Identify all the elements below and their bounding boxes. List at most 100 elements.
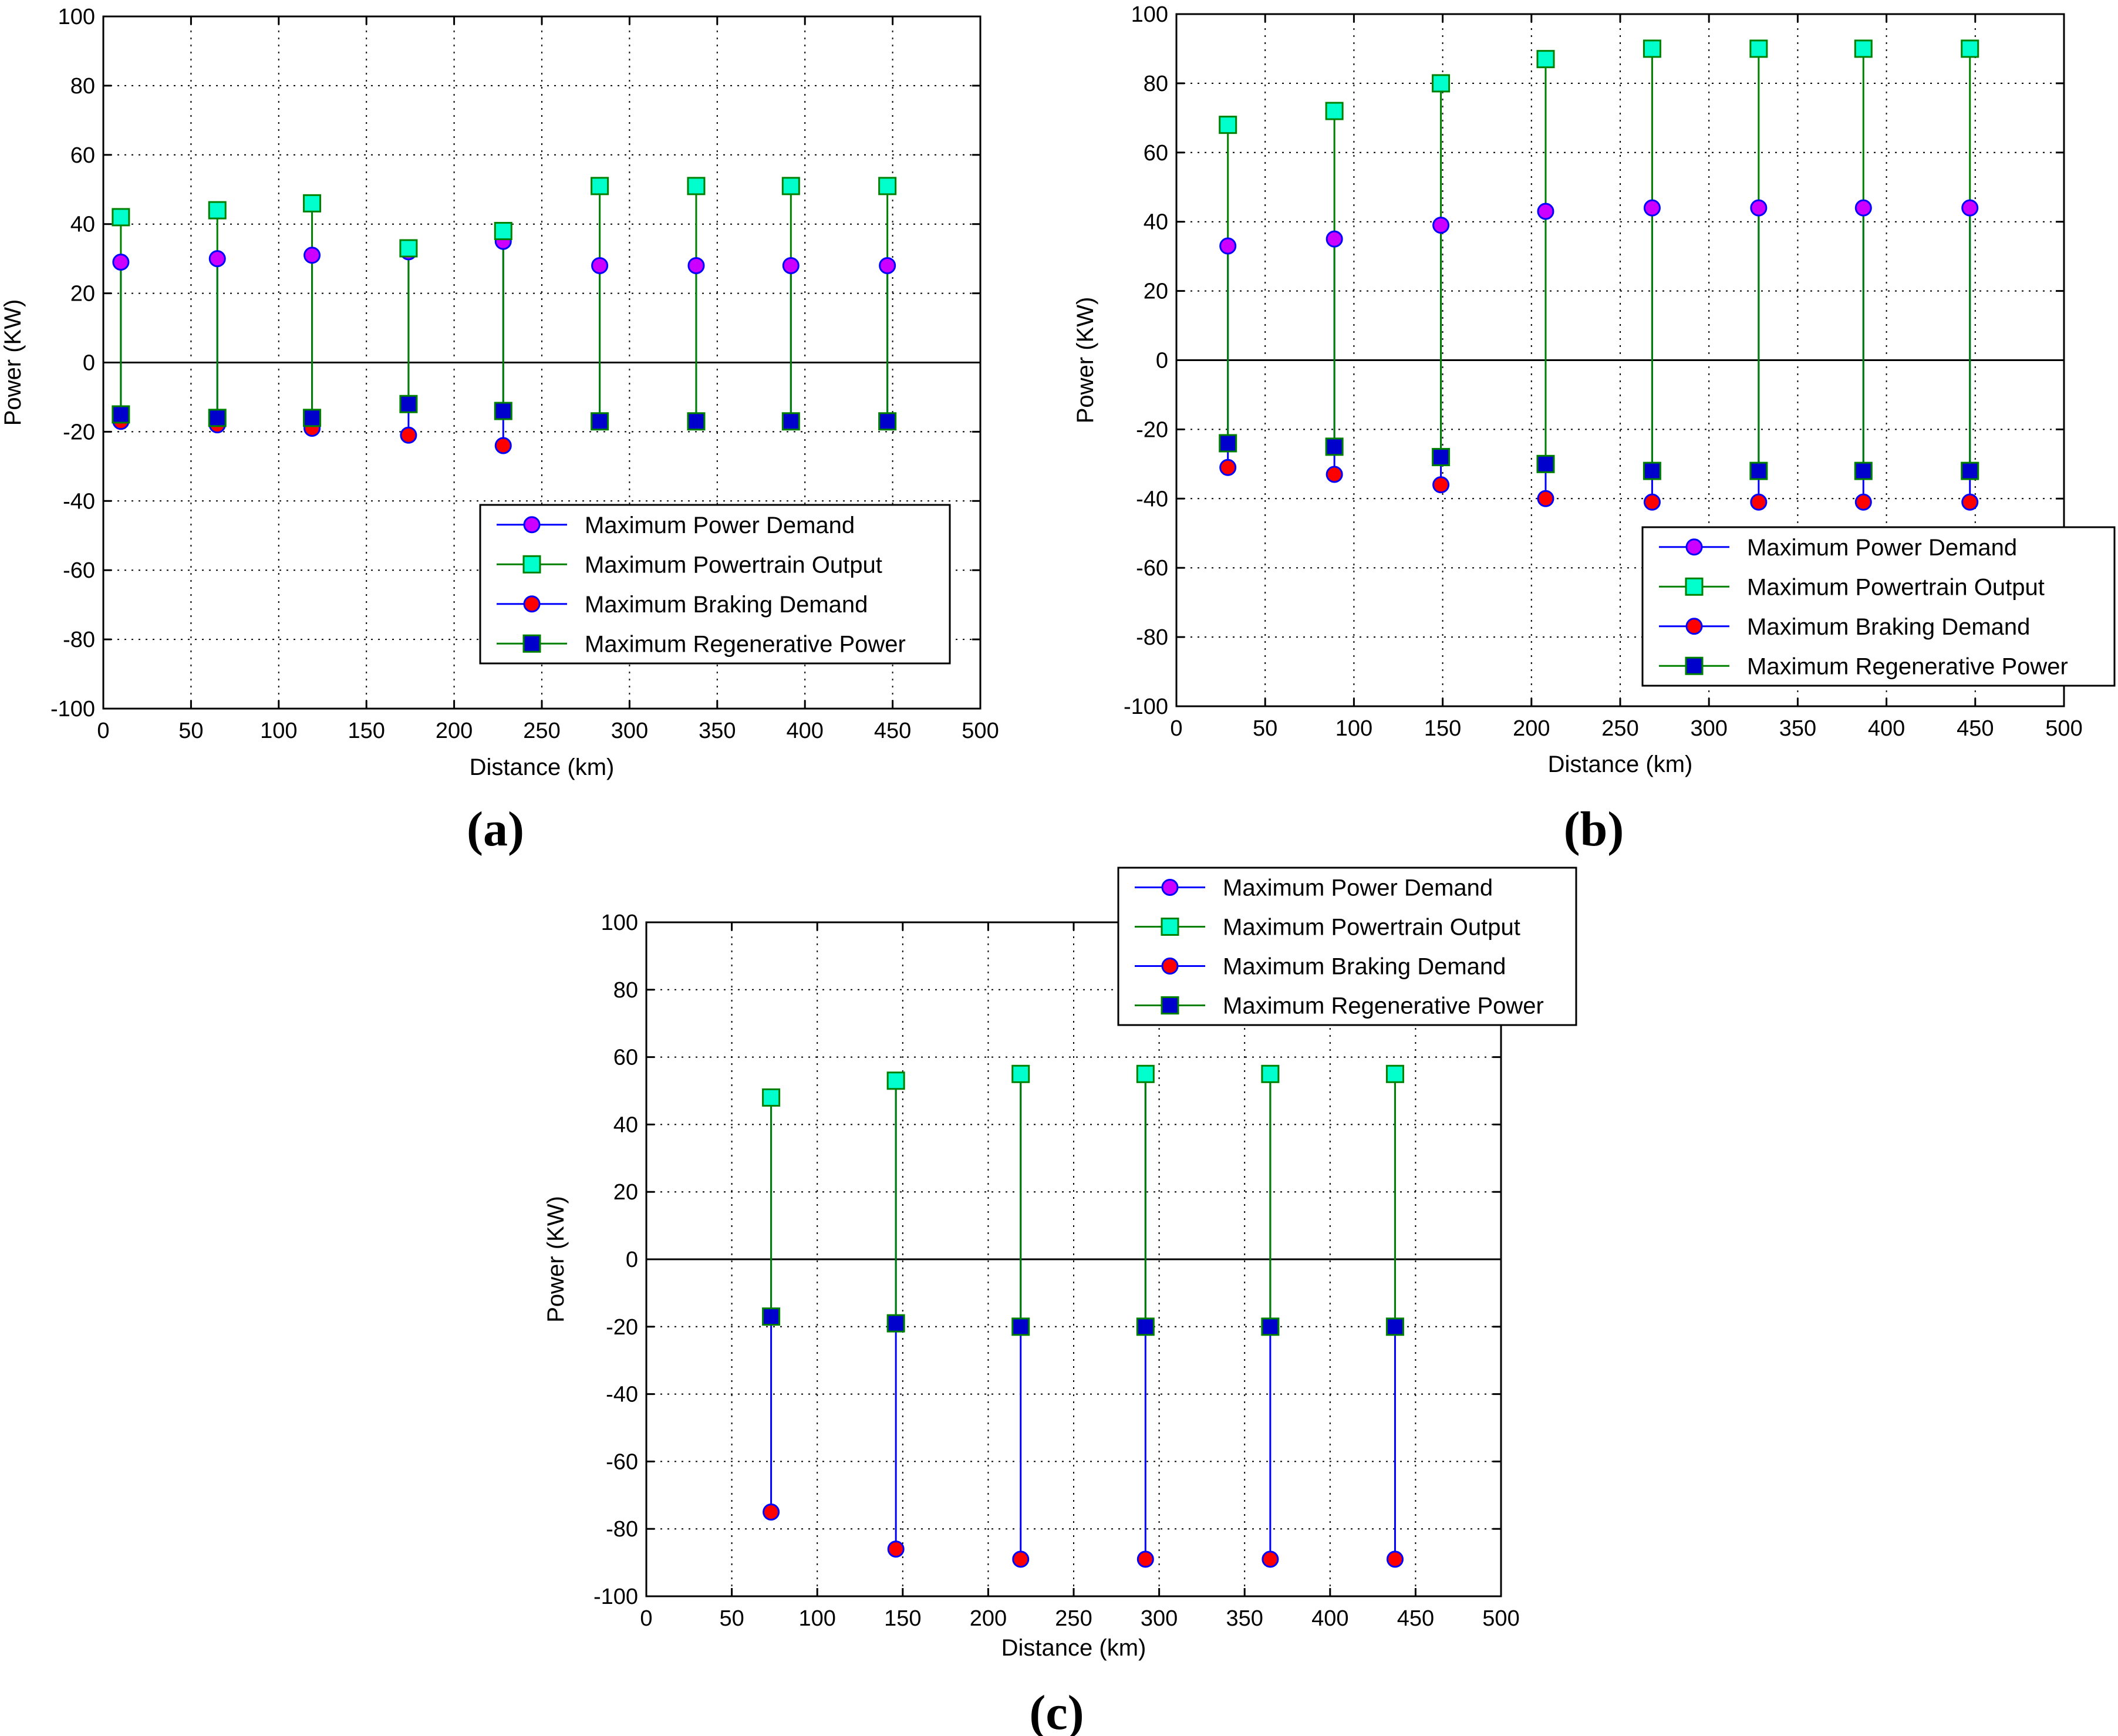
marker-regen <box>1854 461 1873 480</box>
marker-regen <box>1325 437 1344 456</box>
x-tick-label: 500 <box>962 719 999 743</box>
x-tick-label: 150 <box>1424 716 1461 741</box>
y-tick-label: -100 <box>50 697 95 722</box>
marker-demand <box>1432 217 1450 234</box>
marker-output <box>1961 39 1979 58</box>
marker-output <box>1011 1064 1030 1083</box>
legend-box <box>479 504 951 665</box>
marker-braking <box>1961 493 1979 511</box>
marker-output <box>687 177 706 195</box>
marker-demand <box>782 257 800 274</box>
marker-regen <box>1385 1317 1404 1336</box>
marker-output <box>208 201 227 220</box>
marker-demand <box>303 247 321 264</box>
y-tick-label: 40 <box>1144 210 1168 235</box>
marker-braking <box>763 1504 780 1521</box>
x-tick-label: 200 <box>1513 716 1550 741</box>
marker-braking <box>1219 459 1237 476</box>
y-tick-label: -20 <box>63 420 95 444</box>
y-tick-label: 100 <box>58 5 95 29</box>
legend: Maximum Power Demand Maximum Powertrain O… <box>1641 526 2116 687</box>
legend: Maximum Power Demand Maximum Powertrain O… <box>1117 867 1577 1026</box>
marker-braking <box>1136 1550 1154 1568</box>
marker-output <box>762 1088 781 1107</box>
marker-output <box>1643 39 1661 58</box>
panel-label: (b) <box>1564 802 1624 857</box>
legend-label-demand: Maximum Power Demand <box>1223 875 1493 901</box>
x-tick-label: 300 <box>1141 1606 1178 1631</box>
legend-label-braking: Maximum Braking Demand <box>1747 614 2030 640</box>
marker-output <box>1136 1064 1155 1083</box>
legend-marker-demand <box>1685 538 1703 556</box>
marker-regen <box>1643 461 1661 480</box>
y-tick-label: -40 <box>1136 487 1168 511</box>
marker-regen <box>1219 434 1237 453</box>
x-tick-label: 400 <box>1311 1606 1348 1631</box>
panel-label: (c) <box>1029 1686 1084 1736</box>
marker-output <box>1261 1064 1280 1083</box>
x-tick-label: 450 <box>874 719 911 743</box>
legend-marker-output <box>1685 577 1704 596</box>
marker-output <box>886 1071 905 1090</box>
marker-demand <box>1219 237 1237 255</box>
legend-marker-demand <box>1161 879 1179 896</box>
marker-regen <box>1961 461 1979 480</box>
x-tick-label: 500 <box>1482 1606 1519 1631</box>
x-tick-label: 100 <box>260 719 297 743</box>
x-tick-label: 0 <box>640 1606 652 1631</box>
legend-label-demand: Maximum Power Demand <box>585 513 855 538</box>
marker-output <box>494 221 512 240</box>
x-tick-label: 300 <box>1690 716 1727 741</box>
y-tick-label: -60 <box>63 558 95 583</box>
x-tick-label: 350 <box>699 719 736 743</box>
legend-marker-braking <box>1161 958 1179 975</box>
y-tick-label: 40 <box>70 213 95 237</box>
legend-marker-braking <box>523 595 541 613</box>
marker-output <box>1536 50 1555 69</box>
x-tick-label: 200 <box>970 1606 1007 1631</box>
marker-regen <box>878 412 897 431</box>
marker-output <box>878 177 897 195</box>
y-axis-label: Power (KW) <box>543 1196 569 1323</box>
marker-output <box>591 177 609 195</box>
x-tick-label: 200 <box>436 719 473 743</box>
x-tick-label: 300 <box>611 719 648 743</box>
x-tick-label: 0 <box>1170 716 1182 741</box>
marker-braking <box>494 437 512 454</box>
marker-demand <box>208 250 226 268</box>
marker-regen <box>886 1314 905 1333</box>
x-tick-label: 0 <box>97 719 109 743</box>
y-tick-label: 20 <box>1144 279 1168 304</box>
legend-label-output: Maximum Powertrain Output <box>585 552 882 578</box>
marker-regen <box>591 412 609 431</box>
marker-braking <box>1432 476 1450 494</box>
legend-marker-regen <box>1685 656 1704 675</box>
x-tick-label: 100 <box>798 1606 835 1631</box>
x-tick-label: 50 <box>1253 716 1277 741</box>
legend-marker-output <box>1161 918 1179 936</box>
marker-output <box>399 239 418 258</box>
x-tick-label: 450 <box>1397 1606 1434 1631</box>
marker-output <box>1854 39 1873 58</box>
y-tick-label: -80 <box>63 628 95 652</box>
y-tick-label: 100 <box>1131 2 1168 27</box>
y-tick-label: -20 <box>1136 417 1168 442</box>
marker-demand <box>1537 203 1554 220</box>
marker-demand <box>687 257 705 274</box>
y-tick-label: 20 <box>70 282 95 306</box>
legend-label-regen: Maximum Regenerative Power <box>1747 653 2068 679</box>
legend-label-braking: Maximum Braking Demand <box>1223 954 1506 980</box>
marker-demand <box>1961 199 1979 217</box>
y-tick-label: -20 <box>606 1315 638 1340</box>
x-axis-label: Distance (km) <box>470 754 615 780</box>
marker-regen <box>1536 454 1555 473</box>
y-tick-label: 60 <box>613 1046 638 1070</box>
y-tick-label: -60 <box>606 1450 638 1474</box>
x-tick-label: 450 <box>1957 716 1994 741</box>
y-tick-label: -100 <box>1124 695 1168 719</box>
y-tick-label: 20 <box>613 1180 638 1205</box>
marker-braking <box>1262 1550 1279 1568</box>
marker-regen <box>112 405 130 424</box>
legend-box <box>1641 526 2116 687</box>
